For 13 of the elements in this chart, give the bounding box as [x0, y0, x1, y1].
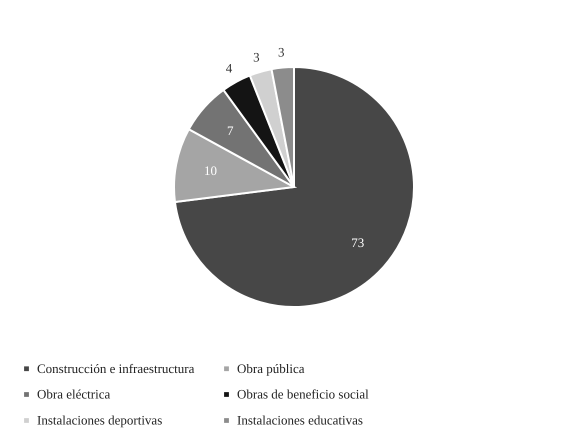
legend-label: Obras de beneficio social — [237, 386, 370, 402]
legend-label: Construcción e infraestructura — [37, 360, 195, 376]
data-label: 10 — [204, 163, 218, 178]
legend-label: Obra eléctrica — [37, 386, 110, 402]
data-label: 3 — [253, 49, 260, 64]
legend-label: Obra pública — [237, 360, 305, 376]
data-label: 7 — [226, 122, 234, 138]
legend-label: Instalaciones educativas — [237, 412, 363, 428]
legend-label: Instalaciones deportivas — [37, 412, 162, 428]
data-label: 3 — [278, 44, 285, 60]
data-label: 73 — [351, 235, 364, 250]
pie-slice — [174, 66, 415, 308]
data-label: 4 — [226, 60, 233, 76]
